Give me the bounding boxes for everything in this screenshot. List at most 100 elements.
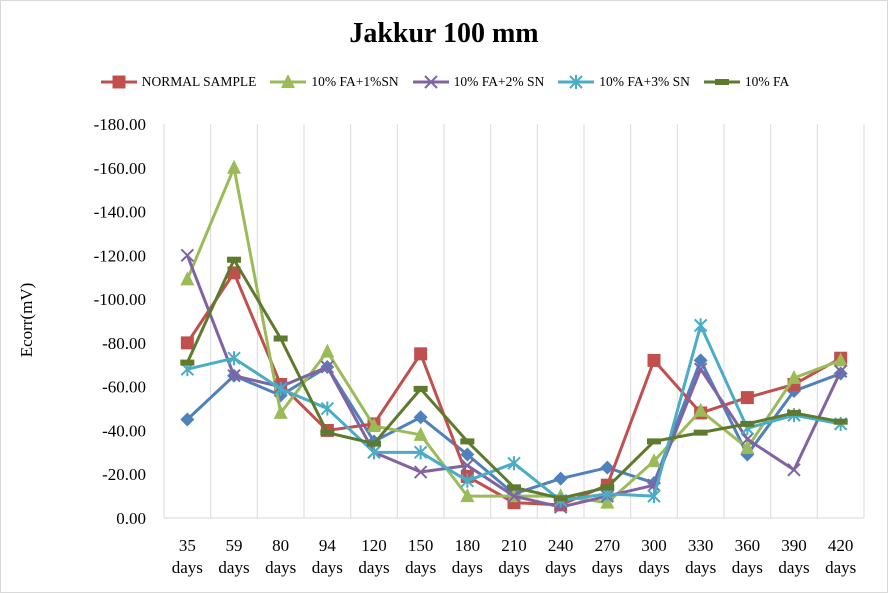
data-point [647, 453, 661, 468]
data-point [281, 75, 296, 88]
data-point [112, 75, 126, 89]
data-point [787, 409, 801, 416]
x-tick-label: 300 [641, 536, 667, 555]
legend: NORMAL SAMPLE 10% FA+1%SN 10% FA+2% SN 10% … [0, 74, 888, 90]
data-point [273, 335, 288, 342]
data-point [833, 352, 848, 367]
data-point [273, 381, 288, 396]
legend-swatch-icon [558, 75, 595, 89]
legend-swatch-icon [412, 75, 449, 89]
legend-label: 10% FA+1%SN [311, 74, 399, 89]
data-point [414, 347, 428, 361]
x-tick-label: 210 [501, 536, 527, 555]
data-point [600, 460, 615, 475]
x-tick-label: 330 [688, 536, 714, 555]
y-tick-label: 0.00 [116, 509, 146, 528]
data-point [460, 447, 475, 462]
data-point [693, 353, 708, 368]
x-tick-label: 120 [361, 536, 387, 555]
x-tick-label: 59 [226, 536, 243, 555]
data-point [647, 353, 661, 367]
legend-item: 10% FA+2% SN [411, 74, 545, 90]
data-point [647, 489, 661, 504]
legend-item: 10% FA [702, 74, 789, 90]
data-point [180, 248, 195, 263]
data-point [740, 432, 755, 446]
x-tick-label: 390 [781, 536, 807, 555]
chart-title: Jakkur 100 mm [349, 18, 539, 49]
data-point [423, 75, 438, 89]
data-point [693, 362, 708, 376]
data-point [460, 438, 475, 445]
x-tick-label: days [685, 558, 716, 577]
legend-swatch-icon [100, 75, 137, 89]
data-point [740, 391, 754, 405]
x-tick-label: 180 [455, 536, 481, 555]
data-point [460, 473, 475, 488]
x-tick-label: days [825, 558, 856, 577]
x-tick-label: days [638, 558, 669, 577]
x-tick-label: days [312, 558, 343, 577]
data-point [460, 488, 475, 503]
data-point [600, 484, 615, 491]
y-tick-label: -80.00 [102, 334, 146, 353]
data-point [227, 369, 241, 383]
x-tick-label: days [545, 558, 576, 577]
data-point [693, 318, 708, 333]
legend-item: 10% FA+1%SN [268, 74, 399, 90]
y-tick-label: -60.00 [102, 378, 146, 397]
x-tick-label: days [265, 558, 296, 577]
data-point [740, 420, 755, 427]
y-tick-label: -140.00 [94, 203, 146, 222]
legend-swatch-icon [703, 79, 740, 85]
data-point [180, 412, 195, 427]
x-tick-label: days [732, 558, 763, 577]
y-tick-label: -100.00 [94, 290, 146, 309]
data-point [413, 465, 428, 479]
data-point [507, 456, 521, 471]
data-point [227, 351, 241, 366]
x-tick-label: days [592, 558, 623, 577]
x-tick-label: days [778, 558, 809, 577]
legend-swatch-icon [270, 75, 307, 88]
y-tick-label: -40.00 [102, 421, 146, 440]
y-tick-label: -180.00 [94, 115, 146, 134]
data-point [553, 495, 568, 502]
y-tick-label: -20.00 [102, 465, 146, 484]
x-tick-label: 270 [595, 536, 621, 555]
x-tick-label: 420 [828, 536, 854, 555]
data-point [787, 369, 801, 384]
legend-item: NORMAL SAMPLE [99, 74, 257, 90]
data-point [647, 438, 661, 445]
data-point [320, 429, 335, 436]
data-point [227, 256, 241, 263]
data-point [600, 494, 615, 509]
data-point [367, 445, 381, 460]
data-point [413, 445, 428, 460]
x-tick-label: 150 [408, 536, 434, 555]
y-tick-label: -120.00 [94, 246, 146, 265]
x-tick-label: days [172, 558, 203, 577]
legend-label: 10% FA+2% SN [453, 74, 545, 89]
data-point [413, 385, 428, 392]
data-point [507, 484, 521, 491]
legend-item: 10% FA+3% SN [556, 74, 690, 90]
data-point [367, 440, 381, 447]
series-10-fa [180, 256, 848, 502]
data-point [740, 439, 755, 454]
x-tick-label: 240 [548, 536, 574, 555]
data-point [227, 159, 241, 174]
data-point [507, 489, 521, 503]
data-point [693, 402, 708, 417]
y-tick-label: -160.00 [94, 159, 146, 178]
x-tick-label: days [452, 558, 483, 577]
legend-label: 10% FA+3% SN [599, 74, 690, 89]
data-point [273, 404, 288, 419]
legend-label: NORMAL SAMPLE [141, 74, 257, 89]
data-point [787, 463, 801, 477]
x-tick-label: days [358, 558, 389, 577]
data-point [180, 271, 195, 286]
data-point [320, 401, 335, 416]
data-point [320, 360, 335, 374]
